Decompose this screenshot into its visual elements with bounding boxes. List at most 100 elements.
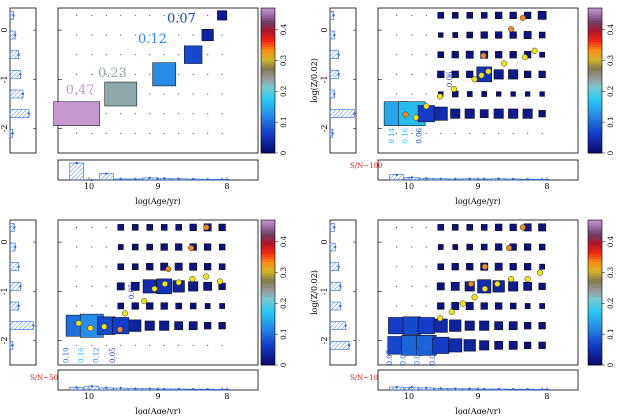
colorbar-segment	[588, 32, 602, 35]
colorbar-segment	[588, 107, 602, 110]
z-hist-point	[333, 226, 336, 229]
colorbar-segment	[261, 124, 275, 127]
grid-dot	[192, 14, 194, 16]
colorbar-segment	[261, 302, 275, 305]
age-hist-point	[163, 387, 166, 391]
colorbar-segment	[261, 95, 275, 98]
colorbar-segment	[261, 136, 275, 139]
colorbar-segment	[588, 145, 602, 149]
colorbar-tick-label: 0.2	[280, 298, 288, 309]
age-hist-point	[163, 177, 166, 180]
yellow-marker	[87, 325, 94, 332]
yellow-marker	[189, 275, 196, 283]
colorbar-segment	[261, 331, 275, 334]
grid-dot	[498, 132, 500, 134]
weight-label: 0.12	[138, 32, 167, 47]
grid-dot	[192, 344, 194, 346]
weight-box	[129, 319, 142, 332]
grid-dot	[105, 266, 107, 268]
grid-dot	[91, 344, 93, 346]
weight-box	[479, 340, 490, 351]
colorbar-segment	[261, 102, 275, 106]
colorbar-segment	[588, 258, 602, 262]
z-hist-point	[17, 304, 20, 308]
weight-box	[189, 262, 198, 271]
grid-dot	[221, 34, 223, 36]
weight-box	[493, 69, 504, 80]
colorbar-segment	[588, 331, 602, 334]
colorbar-segment	[588, 232, 602, 235]
weight-box	[508, 340, 518, 350]
colorbar-segment	[588, 265, 602, 269]
weight-label: 0.06	[415, 127, 423, 143]
z-hist-point	[334, 245, 337, 249]
grid-dot	[396, 132, 398, 134]
colorbar-segment	[261, 290, 275, 293]
grid-dot	[178, 113, 180, 115]
age-hist-point	[439, 387, 442, 390]
colorbar-tick-label: 0.3	[280, 55, 288, 66]
grid-dot	[120, 34, 122, 36]
yellow-marker	[478, 72, 485, 79]
weight-box	[112, 317, 130, 335]
colorbar-segment	[588, 29, 602, 33]
weight-box	[451, 224, 459, 231]
colorbar-segment	[261, 82, 275, 86]
weight-box	[464, 108, 475, 119]
colorbar-tick-label: 0.2	[280, 86, 288, 97]
yellow-marker	[75, 320, 82, 327]
weight-box	[495, 243, 503, 251]
grid-dot	[134, 132, 136, 134]
grid-dot	[425, 305, 427, 307]
colorbar-segment	[261, 314, 275, 318]
colorbar-segment	[261, 143, 275, 147]
z-hist-point	[11, 132, 14, 135]
weight-label: 0.10	[62, 347, 70, 363]
colorbar-segment	[588, 51, 602, 55]
age-hist-point	[511, 387, 515, 391]
grid-dot	[134, 14, 136, 16]
colorbar-tick-label: 0.4	[607, 23, 615, 35]
weight-box	[539, 91, 545, 97]
colorbar-segment	[588, 241, 602, 245]
colorbar-segment	[588, 109, 602, 113]
colorbar-segment	[588, 314, 602, 318]
grid-dot	[91, 93, 93, 95]
grid-dot	[425, 246, 427, 248]
colorbar-segment	[261, 70, 275, 74]
colorbar-segment	[261, 150, 275, 154]
weight-box	[146, 263, 154, 271]
colorbar-segment	[588, 140, 602, 144]
colorbar-tick-label: 0	[607, 363, 615, 367]
weight-box	[464, 320, 475, 331]
weight-box	[480, 243, 488, 251]
colorbar-segment	[588, 222, 602, 226]
colorbar-segment	[261, 24, 275, 28]
colorbar-segment	[261, 253, 275, 257]
grid-dot	[396, 34, 398, 36]
z-hist-bar	[9, 321, 34, 330]
grid-dot	[163, 54, 165, 56]
colorbar-segment	[261, 15, 275, 19]
colorbar-segment	[588, 333, 602, 337]
colorbar-segment	[261, 68, 275, 72]
colorbar-segment	[261, 357, 275, 361]
colorbar-tick-label: 0.4	[280, 235, 288, 247]
colorbar-segment	[588, 287, 602, 291]
weight-box	[217, 10, 228, 21]
colorbar-segment	[261, 239, 275, 243]
colorbar-segment	[588, 99, 602, 103]
grid-dot	[120, 73, 122, 75]
colorbar-segment	[588, 273, 602, 276]
colorbar-segment	[588, 302, 602, 305]
weight-box	[174, 321, 184, 331]
colorbar-segment	[261, 321, 275, 325]
colorbar-segment	[261, 340, 275, 344]
colorbar-segment	[261, 20, 275, 23]
colorbar-tick-label: 0.1	[607, 329, 615, 340]
colorbar-segment	[588, 362, 602, 366]
yellow-marker	[524, 275, 531, 283]
grid-dot	[163, 14, 165, 16]
x-axis-label: log(Age/yr)	[455, 197, 500, 206]
colorbar-segment	[588, 311, 602, 315]
